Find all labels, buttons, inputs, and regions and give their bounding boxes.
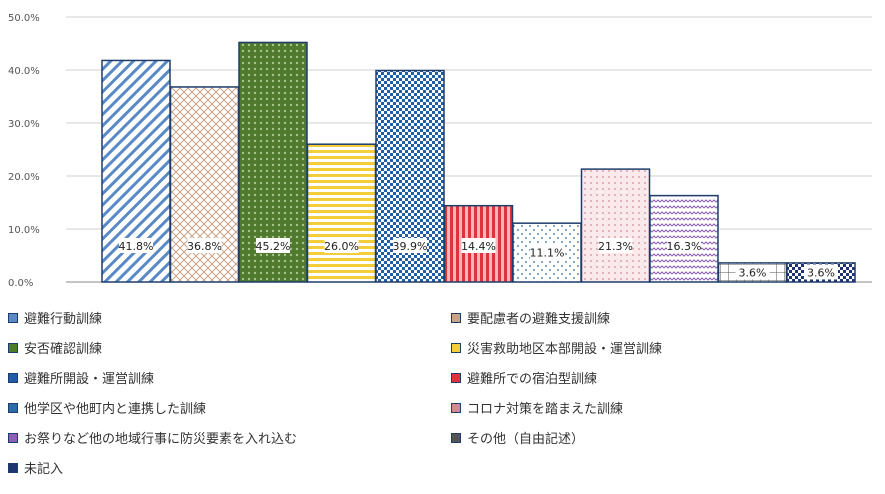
y-tick-label: 40.0% — [8, 66, 40, 77]
legend-item: その他（自由記述） — [451, 428, 584, 447]
legend-swatch — [8, 402, 18, 413]
y-tick-label: 30.0% — [8, 119, 40, 130]
y-tick-label: 50.0% — [8, 13, 40, 24]
legend-item: お祭りなど他の地域行事に防災要素を入れ込む — [8, 428, 297, 447]
legend-label: 避難所での宿泊型訓練 — [467, 372, 598, 387]
legend-item: 他学区や他町内と連携した訓練 — [8, 398, 206, 417]
legend-label: お祭りなど他の地域行事に防災要素を入れ込む — [24, 432, 298, 447]
bar — [580, 168, 651, 283]
data-label: 3.6% — [807, 266, 835, 279]
legend-swatch — [451, 432, 461, 443]
legend-label: 未記入 — [24, 462, 64, 477]
y-tick-label: 10.0% — [8, 225, 40, 236]
legend-label: 避難所開設・運営訓練 — [24, 372, 155, 387]
legend-swatch — [8, 372, 18, 383]
data-label-background — [667, 238, 701, 253]
legend-swatch — [451, 342, 461, 353]
data-label: 45.2% — [256, 240, 291, 253]
legend-label: 安否確認訓練 — [24, 342, 103, 357]
data-label-background — [119, 238, 153, 253]
data-label: 39.9% — [393, 240, 428, 253]
legend-label: 要配慮者の避難支援訓練 — [467, 312, 611, 327]
legend: 避難行動訓練 要配慮者の避難支援訓練 安否確認訓練 災害救助地区本部開設・運営訓練 避難… — [8, 308, 878, 494]
data-label: 16.3% — [667, 240, 702, 253]
legend-item: 安否確認訓練 — [8, 338, 102, 357]
data-label: 11.1% — [530, 247, 565, 260]
legend-swatch — [451, 312, 461, 323]
legend-swatch — [8, 342, 18, 353]
legend-swatch — [8, 432, 18, 443]
legend-swatch — [8, 462, 18, 473]
data-label: 21.3% — [598, 240, 633, 253]
legend-swatch — [451, 402, 461, 413]
data-label-background — [393, 238, 427, 253]
legend-label: コロナ対策を踏まえた訓練 — [467, 402, 624, 417]
legend-item: 要配慮者の避難支援訓練 — [451, 308, 610, 327]
bar — [306, 143, 377, 283]
legend-item: 避難所開設・運営訓練 — [8, 368, 154, 387]
data-label-background — [324, 238, 359, 253]
legend-label: その他（自由記述） — [467, 432, 585, 447]
legend-item: 避難行動訓練 — [8, 308, 102, 327]
legend-item: 避難所での宿泊型訓練 — [451, 368, 597, 387]
data-label: 14.4% — [461, 240, 496, 253]
data-label-background — [256, 238, 290, 253]
legend-swatch — [8, 312, 18, 323]
legend-item: 未記入 — [8, 458, 63, 477]
legend-label: 避難行動訓練 — [24, 312, 103, 327]
data-label-background — [735, 264, 770, 280]
legend-item: 災害救助地区本部開設・運営訓練 — [451, 338, 662, 357]
bar-chart: 0.0% 10.0% 20.0% 30.0% 40.0% 50.0% 41.8% 36.8%… — [8, 13, 872, 289]
legend-label: 災害救助地区本部開設・運営訓練 — [467, 342, 663, 357]
data-label: 3.6% — [739, 266, 767, 279]
data-label: 36.8% — [187, 240, 222, 253]
y-tick-label: 20.0% — [8, 172, 40, 183]
legend-label: 他学区や他町内と連携した訓練 — [24, 402, 207, 417]
data-label-background — [598, 238, 633, 253]
data-label: 26.0% — [324, 240, 359, 253]
legend-item: コロナ対策を踏まえた訓練 — [451, 398, 623, 417]
y-tick-label: 0.0% — [8, 278, 33, 289]
data-label-background — [530, 244, 564, 260]
data-label-background — [461, 238, 496, 253]
legend-swatch — [451, 372, 461, 383]
data-label-background — [187, 238, 222, 253]
data-label: 41.8% — [119, 240, 154, 253]
data-label-background — [804, 264, 838, 280]
